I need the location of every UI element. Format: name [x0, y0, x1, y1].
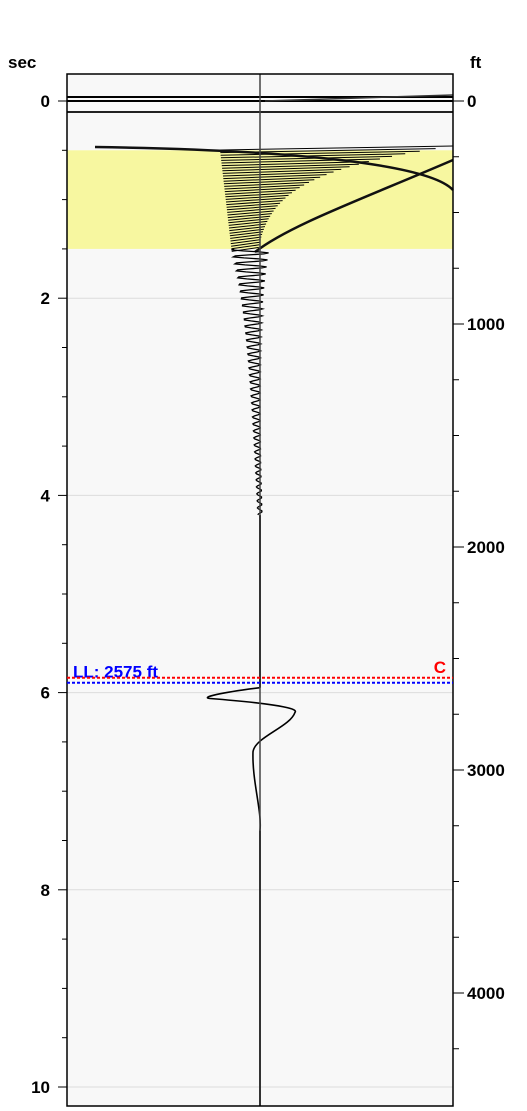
right-tick-label: 1000 [467, 315, 505, 334]
trace-reverb-stroke [222, 168, 342, 174]
left-tick-label: 4 [41, 486, 51, 505]
right-axis-title: ft [470, 53, 482, 72]
right-tick-label: 3000 [467, 761, 505, 780]
trace-reverb-stroke [219, 145, 454, 151]
trace-reverb-stroke [225, 192, 292, 198]
trace-reverb-stroke [222, 166, 350, 172]
left-tick-label: 2 [41, 289, 50, 308]
trace-reverb-stroke [230, 233, 263, 239]
trace-reverb-stroke [221, 158, 380, 164]
plot-frame [66, 73, 454, 1107]
trace-reverb-stroke [228, 220, 268, 226]
left-tick-label: 8 [41, 881, 50, 900]
trace-wavelet [206, 686, 296, 831]
right-tick-label: 2000 [467, 538, 505, 557]
trace-reverb-stroke [230, 239, 261, 245]
left-axis: 0 2 4 6 8 10 [31, 92, 67, 1097]
trace-reverb-stroke [220, 153, 406, 159]
trace-reverb-stroke [223, 176, 321, 182]
trace-reverb-stroke [223, 179, 315, 185]
trace-reverb-stroke [226, 205, 278, 211]
trace-reverb-stroke [228, 215, 271, 221]
trace-reverb-stroke [226, 202, 281, 208]
trace-reverb-stroke [229, 228, 264, 234]
markers: LL: 2575 ft C [67, 658, 453, 684]
trace-reverb-stroke [229, 231, 264, 237]
trace-reverb-stroke [221, 155, 393, 161]
left-tick-label: 10 [31, 1078, 50, 1097]
left-axis-title: sec [8, 53, 36, 72]
trace-envelope [94, 145, 454, 253]
ll-marker-label: LL: 2575 ft [73, 663, 158, 682]
right-tick-label: 4000 [467, 984, 505, 1003]
right-tick-label: 0 [467, 92, 476, 111]
trace-reverb-stroke [221, 161, 369, 167]
trace-reverb-stroke [227, 210, 274, 216]
trace-reverb-stroke [231, 244, 260, 250]
trace-reverb-stroke [222, 163, 359, 169]
trace-reverb-stroke [228, 218, 269, 224]
right-axis: 0 1000 2000 3000 4000 [453, 92, 505, 1050]
trace-reverb-stroke [230, 236, 262, 242]
trace-reverb-stroke [225, 197, 286, 203]
trace-reverb-stroke [227, 207, 276, 213]
left-tick-label: 0 [41, 92, 50, 111]
trace-reverb-stroke [226, 200, 283, 206]
trace-reverb-stroke [220, 150, 420, 156]
trace-reverb-stroke [225, 194, 289, 200]
trace-segment [264, 94, 454, 102]
trace-reverb-stroke [224, 187, 300, 193]
trace-reverb-stroke [223, 174, 327, 180]
left-tick-label: 6 [41, 684, 50, 703]
trace-reverb-stroke [224, 181, 310, 187]
trace-reverb-stroke [222, 171, 334, 177]
trace-reverb-stroke [231, 241, 260, 247]
trace-reverb-stroke [229, 226, 265, 232]
trace-reverb-stroke [227, 213, 272, 219]
c-marker-label: C [434, 658, 446, 677]
trace-reverb-stroke [224, 184, 305, 190]
